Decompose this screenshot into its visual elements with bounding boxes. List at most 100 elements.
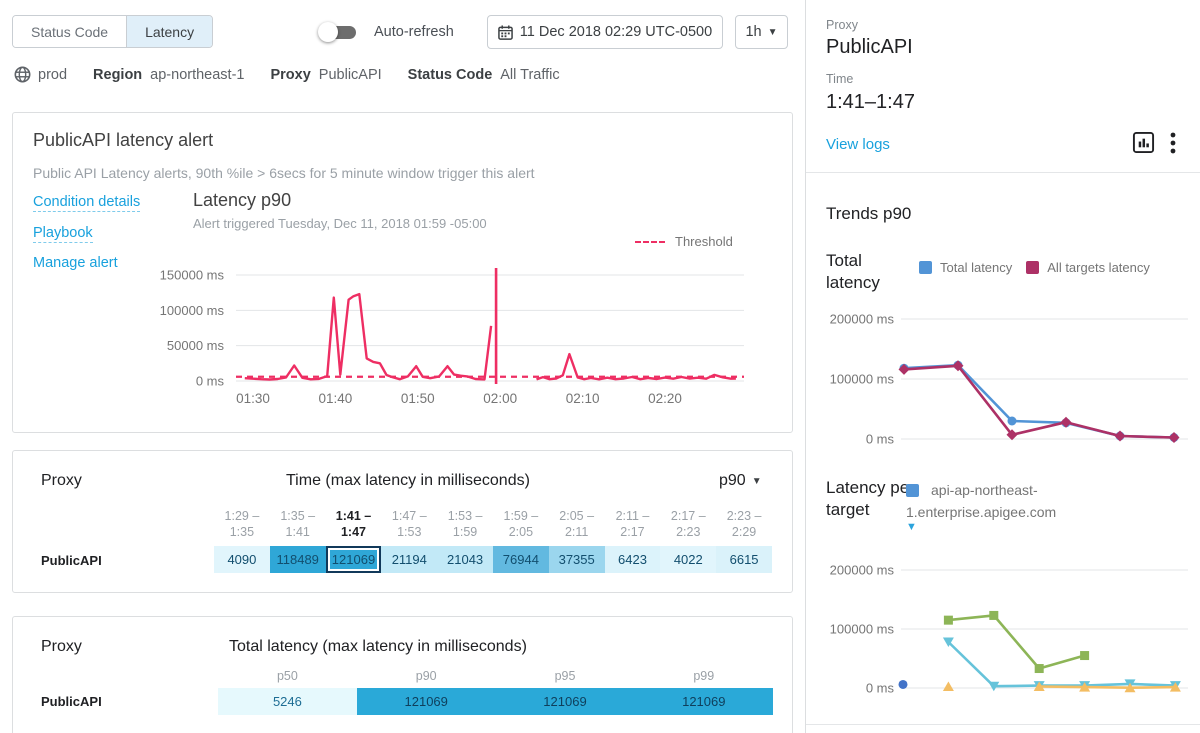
svg-text:100000 ms: 100000 ms	[830, 372, 895, 387]
percentile-col-header: p95	[554, 669, 576, 683]
region-label: Region	[93, 66, 143, 83]
alert-title: PublicAPI latency alert	[33, 130, 214, 150]
legend-item: Total latency	[919, 260, 1012, 275]
time-col-header: 2:11 –2:17	[615, 509, 650, 539]
svg-text:02:10: 02:10	[566, 391, 600, 406]
svg-text:01:30: 01:30	[236, 391, 270, 406]
threshold-label: Threshold	[675, 234, 733, 249]
percentile-col-header: p90	[415, 669, 437, 683]
chart-title: Latency p90	[193, 190, 292, 210]
time-cell-selected[interactable]: 121069	[325, 546, 382, 573]
tab-latency[interactable]: Latency	[126, 16, 213, 47]
chevron-down-icon: ▼	[751, 475, 762, 487]
environment-value: prod	[38, 66, 68, 83]
time-cell[interactable]: 76944	[492, 546, 549, 573]
total-table-card: Proxy Total latency (max latency in mill…	[12, 616, 793, 733]
legend-chip	[919, 261, 932, 274]
proxy-value: PublicAPI	[318, 66, 382, 83]
time-col-header: 1:47 –1:53	[391, 509, 427, 539]
time-col-header: 2:17 –2:23	[670, 509, 706, 539]
trends-title: Trends p90	[826, 204, 912, 223]
calendar-icon	[497, 24, 513, 40]
percentile-dropdown[interactable]: p90 ▼	[719, 472, 762, 490]
view-logs-link[interactable]: View logs	[826, 136, 890, 153]
auto-refresh-toggle[interactable]	[318, 22, 358, 42]
time-cell[interactable]: 6423	[604, 546, 661, 573]
total-latency-row: 5246 121069 121069 121069	[218, 688, 774, 715]
time-range-value: 1h	[745, 24, 762, 40]
svg-text:150000 ms: 150000 ms	[160, 268, 225, 283]
status-code-label: Status Code	[407, 66, 493, 83]
total-latency-cell[interactable]: 121069	[634, 688, 774, 715]
kebab-menu-icon[interactable]	[1170, 132, 1176, 157]
time-col-header: 1:53 –1:59	[447, 509, 483, 539]
breadcrumb: prod Region ap-northeast-1 Proxy PublicA…	[14, 66, 560, 83]
time-col-header: 1:29 –1:35	[224, 509, 260, 539]
divider	[806, 172, 1200, 173]
time-heatmap-row: 4090 118489 121069 21194 21043 76944 37355 6423…	[214, 546, 772, 573]
threshold-legend: Threshold	[635, 234, 733, 249]
time-cell[interactable]: 4090	[214, 546, 270, 573]
svg-text:01:50: 01:50	[401, 391, 435, 406]
sidebar-time-label: Time	[826, 72, 854, 86]
latency-p90-chart: 150000 ms 100000 ms 50000 ms 0 ms 01:30 01:40…	[160, 268, 744, 406]
auto-refresh-row: Auto-refresh	[318, 22, 454, 42]
playbook-link[interactable]: Playbook	[33, 225, 93, 243]
trend-legend: Total latency All targets latency	[919, 260, 1150, 275]
manage-alert-link[interactable]: Manage alert	[33, 255, 118, 271]
total-latency-cell[interactable]: 121069	[356, 688, 496, 715]
percentile-column-headers: p50 p90 p95 p99	[218, 669, 773, 683]
total-table-row-label: PublicAPI	[41, 694, 102, 709]
svg-text:02:00: 02:00	[483, 391, 517, 406]
time-table-proxy-header: Proxy	[41, 472, 82, 489]
chevron-down-icon: ▼	[767, 26, 778, 38]
time-cell[interactable]: 21194	[381, 546, 438, 573]
svg-text:0 ms: 0 ms	[196, 374, 225, 389]
toggle-knob	[318, 22, 338, 42]
target-select-caret[interactable]: ▼	[906, 521, 917, 533]
breadcrumb-status-code: Status Code All Traffic	[408, 67, 560, 83]
sidebar-proxy-label: Proxy	[826, 18, 858, 32]
status-code-value: All Traffic	[500, 66, 560, 83]
globe-icon	[14, 66, 31, 83]
time-table-row-label: PublicAPI	[41, 553, 102, 568]
total-latency-trend-chart: 200000 ms 100000 ms 0 ms	[830, 312, 1188, 447]
svg-text:0 ms: 0 ms	[866, 681, 895, 696]
region-value: ap-northeast-1	[150, 66, 245, 83]
latency-per-target-chart: 200000 ms 100000 ms 0 ms	[830, 563, 1188, 696]
total-latency-cell[interactable]: 5246	[218, 688, 357, 715]
target-legend: api-ap-northeast-1.enterprise.apigee.com	[906, 479, 1121, 523]
target-legend-chip	[906, 484, 919, 497]
condition-details-link[interactable]: Condition details	[33, 194, 141, 212]
total-latency-cell[interactable]: 121069	[495, 688, 635, 715]
breadcrumb-region: Region ap-northeast-1	[93, 67, 244, 83]
legend-item: All targets latency	[1026, 260, 1150, 275]
time-table-card: Proxy Time (max latency in milliseconds)…	[12, 450, 793, 593]
svg-text:0 ms: 0 ms	[866, 432, 895, 447]
percentile-value: p90	[719, 472, 746, 489]
svg-text:200000 ms: 200000 ms	[830, 312, 895, 327]
svg-text:02:20: 02:20	[648, 391, 682, 406]
total-table-title: Total latency (max latency in millisecon…	[229, 638, 527, 655]
chart-subtitle: Alert triggered Tuesday, Dec 11, 2018 01…	[193, 216, 487, 231]
date-label: 11 Dec 2018 02:29 UTC-0500	[519, 24, 713, 40]
sidebar-proxy-value: PublicAPI	[826, 36, 913, 58]
time-cell[interactable]: 21043	[437, 546, 493, 573]
auto-refresh-label: Auto-refresh	[374, 24, 454, 40]
latency-per-target-section-label: Latency per target	[826, 478, 915, 519]
time-cell[interactable]: 4022	[660, 546, 717, 573]
detail-sidebar: Proxy PublicAPI Time 1:41–1:47 View logs…	[805, 0, 1200, 733]
svg-text:50000 ms: 50000 ms	[167, 338, 225, 353]
tab-status-code[interactable]: Status Code	[13, 16, 127, 47]
time-column-headers: 1:29 –1:35 1:35 –1:41 1:41 –1:47 1:47 –1:53…	[214, 508, 772, 540]
time-cell[interactable]: 37355	[548, 546, 605, 573]
total-latency-section-label: Total latency	[826, 251, 880, 292]
segmented-control: Status Code Latency	[12, 15, 214, 48]
date-picker-button[interactable]: 11 Dec 2018 02:29 UTC-0500	[487, 15, 723, 49]
bar-chart-icon[interactable]	[1132, 131, 1155, 157]
time-cell[interactable]: 6615	[716, 546, 772, 573]
sidebar-time-value: 1:41–1:47	[826, 91, 915, 113]
time-range-dropdown[interactable]: 1h ▼	[735, 15, 788, 49]
time-cell[interactable]: 118489	[269, 546, 326, 573]
